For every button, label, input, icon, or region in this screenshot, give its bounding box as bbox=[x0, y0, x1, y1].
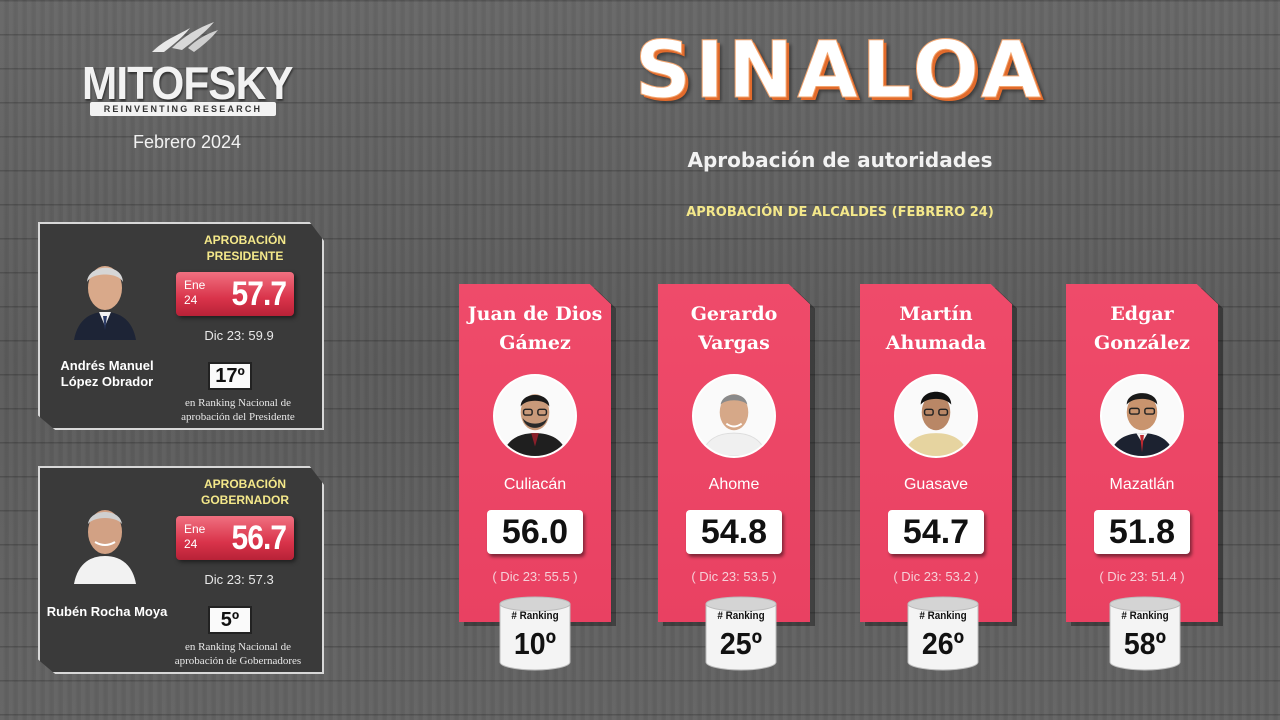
mayor-name: Martín Ahumada bbox=[885, 303, 987, 354]
mayor-card-culiacan: Juan de Dios Gámez Culiacán 56.0 ( Dic 2… bbox=[459, 284, 611, 622]
mayor-photo bbox=[1100, 374, 1184, 458]
mayor-card-mazatlan: Edgar González Mazatlán 51.8 ( Dic 23: 5… bbox=[1066, 284, 1218, 622]
ranking-cylinder-icon bbox=[1109, 596, 1181, 671]
approval-title: APROBACIÓN PRESIDENTE bbox=[203, 233, 286, 263]
ranking-label: # Ranking bbox=[511, 610, 559, 622]
mayor-name: Gerardo Vargas bbox=[690, 303, 778, 354]
president-photo bbox=[70, 254, 140, 340]
mayor-previous: ( Dic 23: 53.2 ) bbox=[893, 569, 979, 584]
approval-score: 57.7 bbox=[231, 275, 287, 313]
mayor-score: 51.8 bbox=[1094, 510, 1190, 554]
section-label: APROBACIÓN DE ALCALDES (FEBRERO 24) bbox=[686, 205, 994, 220]
ranking-value: 25º bbox=[719, 626, 763, 661]
ranking-value: 58º bbox=[1123, 626, 1167, 661]
mayor-photo bbox=[493, 374, 577, 458]
ranking-badge: # Ranking 10º bbox=[496, 596, 574, 672]
mayor-name: Juan de Dios Gámez bbox=[467, 303, 603, 354]
page-subtitle: Aprobación de autoridades bbox=[687, 148, 993, 172]
mayor-photo bbox=[692, 374, 776, 458]
president-name: Andrés Manuel López Obrador bbox=[60, 358, 154, 389]
ranking-label: # Ranking bbox=[1121, 610, 1169, 622]
report-date: Febrero 2024 bbox=[132, 132, 242, 152]
rank-caption: en Ranking Nacional de aprobación del Pr… bbox=[181, 397, 295, 423]
mitofsky-logo: MITOFSKY REINVENTING RESEARCH bbox=[82, 18, 293, 118]
approval-score-box: Ene 24 57.7 bbox=[176, 272, 294, 316]
ranking-cylinder-icon bbox=[499, 596, 571, 671]
ranking-label: # Ranking bbox=[717, 610, 765, 622]
bird-icon bbox=[152, 22, 218, 52]
governor-photo bbox=[70, 498, 140, 584]
mayor-score: 54.7 bbox=[888, 510, 984, 554]
mayor-city: Guasave bbox=[903, 476, 969, 493]
rank-caption: en Ranking Nacional de aprobación de Gob… bbox=[174, 641, 302, 667]
mayor-city: Mazatlán bbox=[1109, 476, 1175, 493]
president-card: Andrés Manuel López Obrador APROBACIÓN P… bbox=[38, 222, 324, 430]
mayor-card-guasave: Martín Ahumada Guasave 54.7 ( Dic 23: 53… bbox=[860, 284, 1012, 622]
ranking-badge: # Ranking 26º bbox=[904, 596, 982, 672]
approval-title: APROBACIÓN GOBERNADOR bbox=[200, 477, 289, 507]
ranking-cylinder-icon bbox=[705, 596, 777, 671]
mayor-city: Culiacán bbox=[503, 476, 567, 493]
mayor-name: Edgar González bbox=[1094, 303, 1190, 354]
brand-name: MITOFSKY bbox=[82, 57, 293, 109]
ranking-cylinder-icon bbox=[907, 596, 979, 671]
mayor-photo bbox=[894, 374, 978, 458]
page-title: SINALOA bbox=[634, 26, 1046, 117]
national-rank: 17º bbox=[208, 362, 252, 390]
score-period: Ene 24 bbox=[184, 278, 206, 307]
governor-name: Rubén Rocha Moya bbox=[46, 604, 168, 619]
previous-score: Dic 23: 59.9 bbox=[204, 328, 274, 343]
approval-score-box: Ene 24 56.7 bbox=[176, 516, 294, 560]
approval-score: 56.7 bbox=[231, 519, 287, 557]
brand-tagline: REINVENTING RESEARCH bbox=[90, 102, 276, 116]
ranking-badge: # Ranking 25º bbox=[702, 596, 780, 672]
mayor-score: 54.8 bbox=[686, 510, 782, 554]
ranking-label: # Ranking bbox=[919, 610, 967, 622]
previous-score: Dic 23: 57.3 bbox=[204, 572, 274, 587]
mayor-score: 56.0 bbox=[487, 510, 583, 554]
mayor-previous: ( Dic 23: 55.5 ) bbox=[492, 569, 578, 584]
ranking-value: 26º bbox=[921, 626, 965, 661]
score-period: Ene 24 bbox=[184, 522, 206, 551]
governor-card: Rubén Rocha Moya APROBACIÓN GOBERNADOR E… bbox=[38, 466, 324, 674]
mayor-card-ahome: Gerardo Vargas Ahome 54.8 ( Dic 23: 53.5… bbox=[658, 284, 810, 622]
mayor-previous: ( Dic 23: 53.5 ) bbox=[691, 569, 777, 584]
ranking-value: 10º bbox=[513, 626, 557, 661]
mayor-city: Ahome bbox=[708, 476, 760, 493]
mayor-previous: ( Dic 23: 51.4 ) bbox=[1099, 569, 1185, 584]
national-rank: 5º bbox=[208, 606, 252, 634]
ranking-badge: # Ranking 58º bbox=[1106, 596, 1184, 672]
